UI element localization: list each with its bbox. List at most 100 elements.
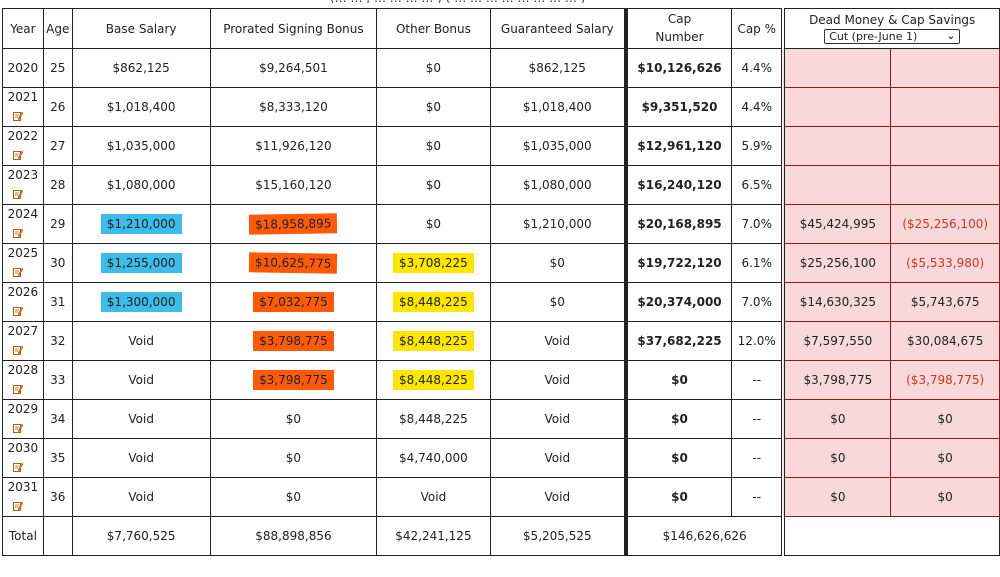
cell-year: 2026 xyxy=(2,282,44,322)
cell-age: 30 xyxy=(42,243,73,283)
cut-off-caption: (… … , … … … … ) ( … … … … … … … … ) xyxy=(330,0,890,3)
cell-cap-pct: 4.4% xyxy=(731,48,784,88)
cell-base-salary: $1,210,000 xyxy=(71,204,211,244)
edit-icon[interactable] xyxy=(13,227,24,238)
edit-icon[interactable] xyxy=(13,500,24,511)
year-value: 2023 xyxy=(7,168,39,182)
edit-icon[interactable] xyxy=(13,149,24,160)
cell-base-salary-value: Void xyxy=(128,490,154,504)
year-value: 2024 xyxy=(7,207,39,221)
totals-row: Total $7,760,525 $88,898,856 $42,241,125… xyxy=(2,516,1000,556)
cell-base-salary: Void xyxy=(71,321,211,361)
header-row: Year Age Base Salary Prorated Signing Bo… xyxy=(2,8,1000,49)
cap-header-line1: Cap xyxy=(667,12,692,27)
cell-year: 2028 xyxy=(2,360,44,400)
cell-dead-money: $45,424,995 xyxy=(781,204,892,244)
edit-icon[interactable] xyxy=(13,383,24,394)
cap-savings-value: $0 xyxy=(937,412,953,426)
total-label: Total xyxy=(2,516,44,556)
cell-cap-number-value: $20,374,000 xyxy=(637,295,722,309)
cell-guaranteed-salary-value: $0 xyxy=(549,256,565,270)
cell-age-value: 25 xyxy=(50,61,66,75)
total-dead-empty xyxy=(781,516,1000,556)
cell-cap-number-value: $10,126,626 xyxy=(637,61,722,75)
cell-cap-number-value: $20,168,895 xyxy=(637,217,722,231)
cap-savings-value: ($5,533,980) xyxy=(906,256,985,270)
table-row: 2030 35 Void $0 $4,740,000 Void $0 -- $0 $0 xyxy=(2,438,1000,478)
release-scenario-select[interactable]: Cut (pre-June 1) ⌄ xyxy=(824,29,961,44)
cell-cap-number: $19,722,120 xyxy=(623,243,733,283)
cell-cap-pct-value: 12.0% xyxy=(737,334,776,348)
cell-cap-pct-value: 4.4% xyxy=(741,100,772,114)
cell-age-value: 32 xyxy=(50,334,66,348)
cell-cap-number: $0 xyxy=(623,360,733,400)
cell-prorated-bonus: $9,264,501 xyxy=(209,48,378,88)
edit-icon[interactable] xyxy=(13,266,24,277)
cell-base-salary: $1,035,000 xyxy=(71,126,211,166)
cell-other-bonus: $0 xyxy=(376,165,491,205)
cell-prorated-bonus: $11,926,120 xyxy=(209,126,378,166)
cell-other-bonus-value: $0 xyxy=(425,61,442,75)
cell-other-bonus: Void xyxy=(376,477,491,517)
cap-savings-value: $5,743,675 xyxy=(910,295,980,309)
cell-guaranteed-salary-value: $1,018,400 xyxy=(522,100,592,114)
cell-guaranteed-salary-value: Void xyxy=(544,373,571,387)
cell-guaranteed-salary-value: $1,035,000 xyxy=(522,139,592,153)
cell-base-salary: $862,125 xyxy=(71,48,211,88)
edit-icon[interactable] xyxy=(13,110,24,121)
edit-icon[interactable] xyxy=(13,305,24,316)
cell-cap-number: $0 xyxy=(623,399,733,439)
cell-base-salary-highlight: $1,300,000 xyxy=(100,292,182,312)
year-value: 2020 xyxy=(7,61,39,75)
total-cap-number: $146,626,626 xyxy=(623,516,784,556)
cell-prorated-bonus: $3,798,775 xyxy=(209,360,378,400)
cell-cap-savings: ($3,798,775) xyxy=(890,360,1000,400)
table-row: 2024 29 $1,210,000 $18,958,895 $0 $1,210,000 $… xyxy=(2,204,1000,244)
cell-cap-savings: $0 xyxy=(890,438,1000,478)
cell-cap-pct: 6.5% xyxy=(731,165,784,205)
cell-dead-money: $7,597,550 xyxy=(781,321,892,361)
year-value: 2026 xyxy=(7,285,39,299)
cell-cap-savings: ($5,533,980) xyxy=(890,243,1000,283)
cell-base-salary: Void xyxy=(71,399,211,439)
cell-cap-savings xyxy=(890,87,1000,127)
cell-other-bonus-highlight: $8,448,225 xyxy=(393,370,474,390)
table-row: 2031 36 Void $0 Void Void $0 -- $0 $0 xyxy=(2,477,1000,517)
cell-prorated-bonus-value: $9,264,501 xyxy=(259,61,328,75)
cell-age: 27 xyxy=(42,126,73,166)
dead-money-value: $0 xyxy=(830,451,846,465)
col-header-age: Age xyxy=(42,8,73,49)
cell-cap-pct: -- xyxy=(731,477,784,517)
edit-icon[interactable] xyxy=(13,422,24,433)
cell-prorated-bonus-value: $0 xyxy=(285,412,302,426)
table-row: 2029 34 Void $0 $8,448,225 Void $0 -- $0 $0 xyxy=(2,399,1000,439)
cell-age-value: 33 xyxy=(50,373,66,387)
cell-base-salary-value: $1,018,400 xyxy=(106,100,176,114)
cap-savings-value: $0 xyxy=(937,451,953,465)
cell-other-bonus-value: $0 xyxy=(425,217,442,231)
cell-cap-number-value: $0 xyxy=(671,373,688,387)
cell-cap-number: $20,168,895 xyxy=(623,204,733,244)
cell-cap-savings xyxy=(890,126,1000,166)
edit-icon[interactable] xyxy=(13,461,24,472)
col-header-cap-pct: Cap % xyxy=(731,8,784,49)
cell-cap-savings: $30,084,675 xyxy=(890,321,1000,361)
cell-base-salary-value: Void xyxy=(128,334,154,348)
edit-icon[interactable] xyxy=(13,188,24,199)
total-guaranteed-salary: $5,205,525 xyxy=(489,516,627,556)
dead-money-title: Dead Money & Cap Savings xyxy=(809,13,976,27)
cell-base-salary-value: $862,125 xyxy=(112,61,170,75)
col-header-prorated-bonus: Prorated Signing Bonus xyxy=(209,8,378,49)
cell-base-salary-value: $1,080,000 xyxy=(106,178,176,192)
cell-other-bonus-value: $0 xyxy=(425,100,442,114)
cell-age-value: 30 xyxy=(50,256,66,270)
cell-cap-pct-value: 6.5% xyxy=(741,178,772,192)
edit-icon[interactable] xyxy=(13,344,24,355)
cell-cap-pct: -- xyxy=(731,438,784,478)
cell-guaranteed-salary-value: Void xyxy=(544,412,571,426)
cell-base-salary: Void xyxy=(71,360,211,400)
col-header-guaranteed-salary: Guaranteed Salary xyxy=(489,8,627,49)
dead-money-value: $3,798,775 xyxy=(803,373,873,387)
col-header-year: Year xyxy=(2,8,44,49)
table-row: 2020 25 $862,125 $9,264,501 $0 $862,125 $10,12… xyxy=(2,48,1000,88)
